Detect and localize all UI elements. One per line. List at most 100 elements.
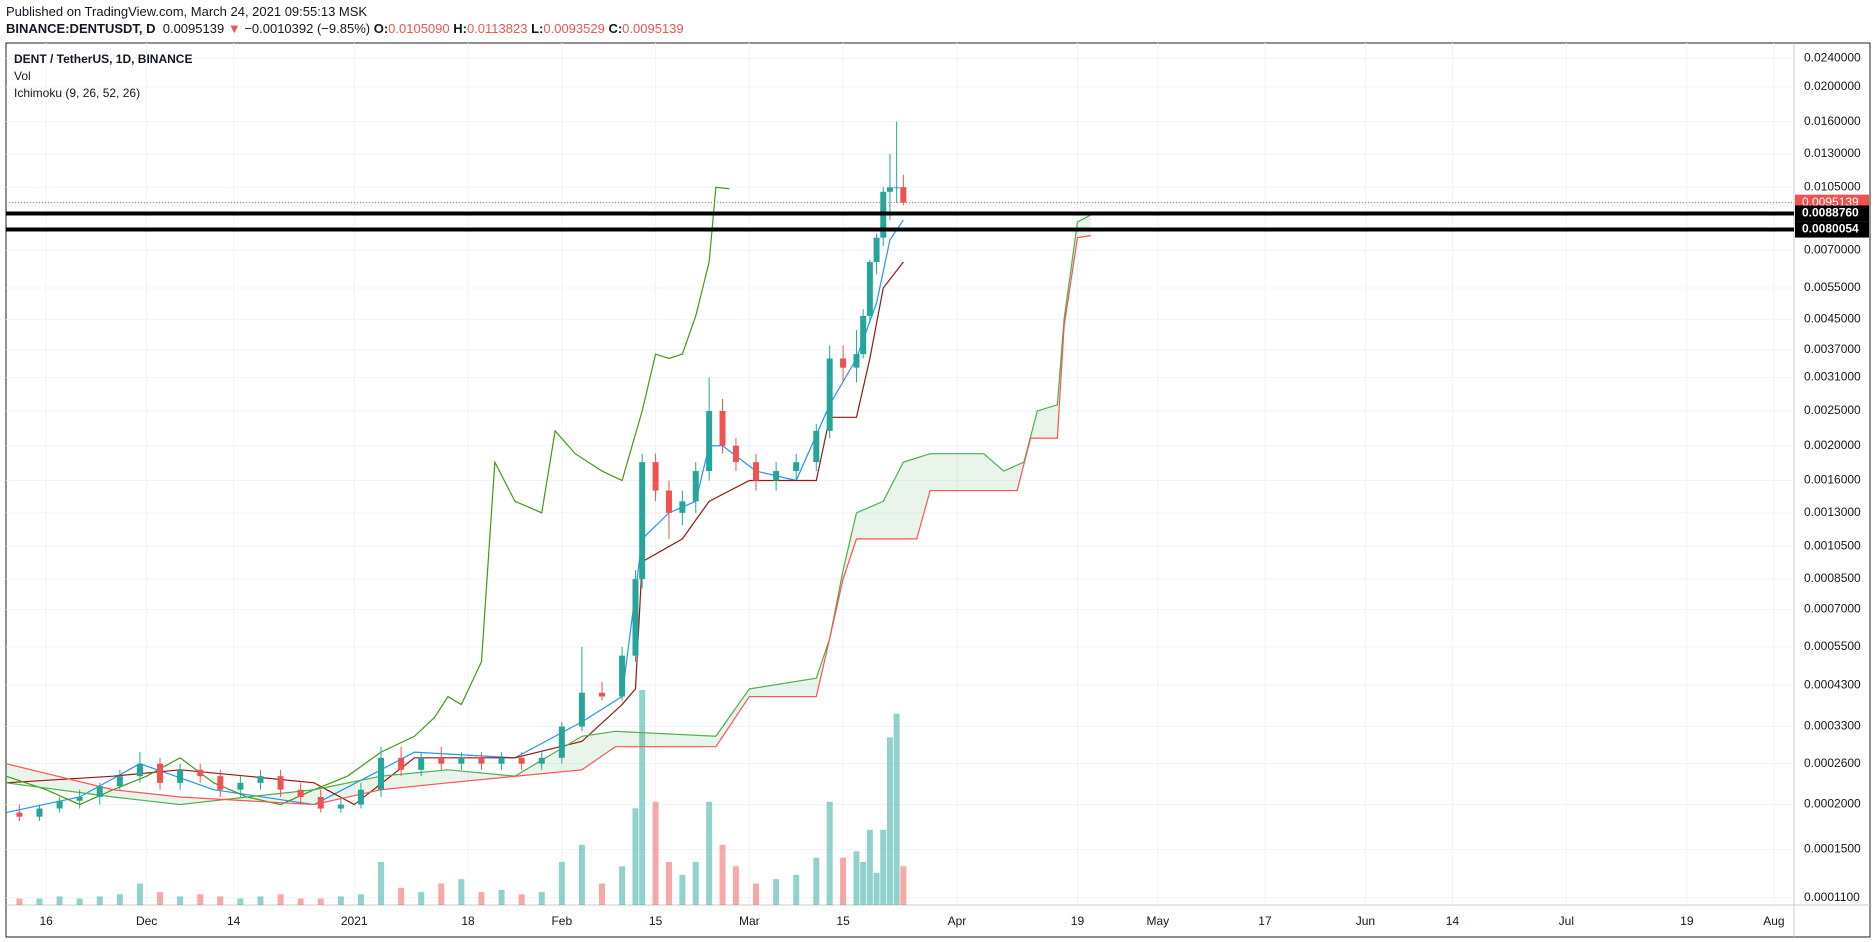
x-tick-label: Mar: [739, 914, 760, 928]
x-tick-label: Aug: [1763, 914, 1784, 928]
candle-body: [632, 579, 639, 656]
volume-bar: [639, 690, 646, 905]
candle-body: [866, 262, 873, 316]
candle-body: [197, 769, 204, 777]
close: 0.0095139: [622, 21, 684, 36]
low: 0.0093529: [543, 21, 605, 36]
candle-body: [840, 358, 847, 368]
volume-bar: [357, 894, 364, 905]
candle-body: [257, 776, 264, 783]
y-tick-label: 0.0013000: [1804, 505, 1861, 519]
candle-body: [237, 782, 244, 790]
ichimoku-line: [5, 186, 730, 806]
volume-bar: [679, 874, 686, 905]
volume-bar: [16, 898, 23, 905]
candle-body: [116, 776, 123, 787]
candle-body: [753, 462, 760, 481]
volume-bar: [498, 889, 505, 905]
volume-bar: [116, 894, 123, 905]
quote-line: BINANCE:DENTUSDT, D 0.0095139 ▼ −0.00103…: [6, 20, 684, 37]
y-tick-label: 0.0031000: [1804, 370, 1861, 384]
hline-label: 0.0080054: [1802, 222, 1859, 236]
volume-bar: [56, 896, 63, 905]
volume-bar: [886, 737, 893, 905]
volume-layer: [16, 690, 907, 905]
y-tick-label: 0.0007000: [1804, 602, 1861, 616]
x-tick-label: 19: [1680, 914, 1694, 928]
candle-body: [719, 410, 726, 446]
candle-body: [826, 358, 833, 431]
cloud: [6, 214, 1091, 805]
volume-bar: [478, 892, 485, 905]
y-tick-label: 0.0025000: [1804, 403, 1861, 417]
y-tick-label: 0.0002000: [1804, 797, 1861, 811]
y-tick-label: 0.0001100: [1804, 890, 1860, 904]
volume-bar: [599, 883, 605, 905]
volume-bar: [893, 713, 900, 905]
y-tick-label: 0.0002600: [1804, 756, 1861, 770]
last: 0.0095139: [162, 21, 225, 36]
volume-bar: [853, 851, 860, 905]
change: −0.0010392 (−9.85%): [244, 21, 371, 36]
candle-body: [578, 692, 585, 727]
y-tick-label: 0.0020000: [1804, 438, 1861, 452]
candle-body: [692, 471, 699, 502]
candle-body: [177, 769, 184, 783]
y-tick-label: 0.0130000: [1804, 146, 1861, 160]
y-tick-label: 0.0160000: [1804, 114, 1861, 128]
c-label: C:: [608, 21, 623, 36]
candle-body: [599, 692, 605, 697]
candle-body: [418, 757, 425, 770]
candle-body: [357, 789, 364, 805]
high: 0.0113823: [466, 21, 528, 36]
candle-body: [853, 354, 860, 368]
volume-bar: [378, 862, 385, 905]
y-tick-label: 0.0003300: [1804, 719, 1861, 733]
y-tick-label: 0.0055000: [1804, 280, 1861, 294]
volume-bar: [773, 879, 780, 905]
candle-body: [56, 800, 63, 809]
candle-body: [438, 757, 445, 764]
volume-bar: [880, 829, 887, 905]
volume-bar: [177, 896, 184, 905]
volume-bar: [518, 894, 525, 905]
volume-bar: [632, 808, 639, 905]
volume-bar: [317, 898, 324, 905]
candle-body: [619, 655, 626, 697]
candle-layer: [16, 121, 907, 821]
volume-bar: [652, 801, 659, 905]
chart-title: DENT / TetherUS, 1D, BINANCE: [14, 52, 192, 66]
x-tick-label: 18: [461, 914, 475, 928]
candle-body: [297, 789, 304, 797]
x-tick-label: Jun: [1356, 914, 1375, 928]
ichimoku-layer: [5, 186, 1092, 814]
volume-bar: [36, 898, 43, 905]
header: Published on TradingView.com, March 24, …: [6, 3, 684, 37]
y-tick-label: 0.0001500: [1804, 842, 1861, 856]
x-tick-label: May: [1146, 914, 1169, 928]
volume-bar: [793, 874, 800, 905]
grid: [6, 43, 1794, 905]
volume-bar: [753, 883, 760, 905]
x-tick-label: Apr: [948, 914, 967, 928]
candle-body: [773, 471, 780, 481]
candle-body: [518, 757, 525, 764]
axis-layer: 0.0240000 0.0200000 0.0160000 0.0130000 0.01…: [6, 51, 1869, 928]
candle-body: [498, 757, 505, 764]
published: Published on TradingView.com, March 24, …: [6, 4, 368, 19]
volume-bar: [900, 866, 907, 905]
volume-bar: [873, 872, 880, 905]
y-tick-label: 0.0005500: [1804, 639, 1861, 653]
candle-body: [458, 757, 465, 764]
candle-body: [217, 776, 224, 790]
candle-body: [652, 462, 659, 491]
y-tick-label: 0.0070000: [1804, 243, 1861, 257]
hline-label: 0.0088760: [1802, 206, 1859, 220]
candle-body: [277, 776, 284, 790]
arrow: ▼: [227, 21, 241, 36]
o-label: O:: [373, 21, 389, 36]
candle-body: [96, 786, 103, 797]
y-tick-label: 0.0037000: [1804, 342, 1861, 356]
volume-bar: [136, 883, 143, 905]
